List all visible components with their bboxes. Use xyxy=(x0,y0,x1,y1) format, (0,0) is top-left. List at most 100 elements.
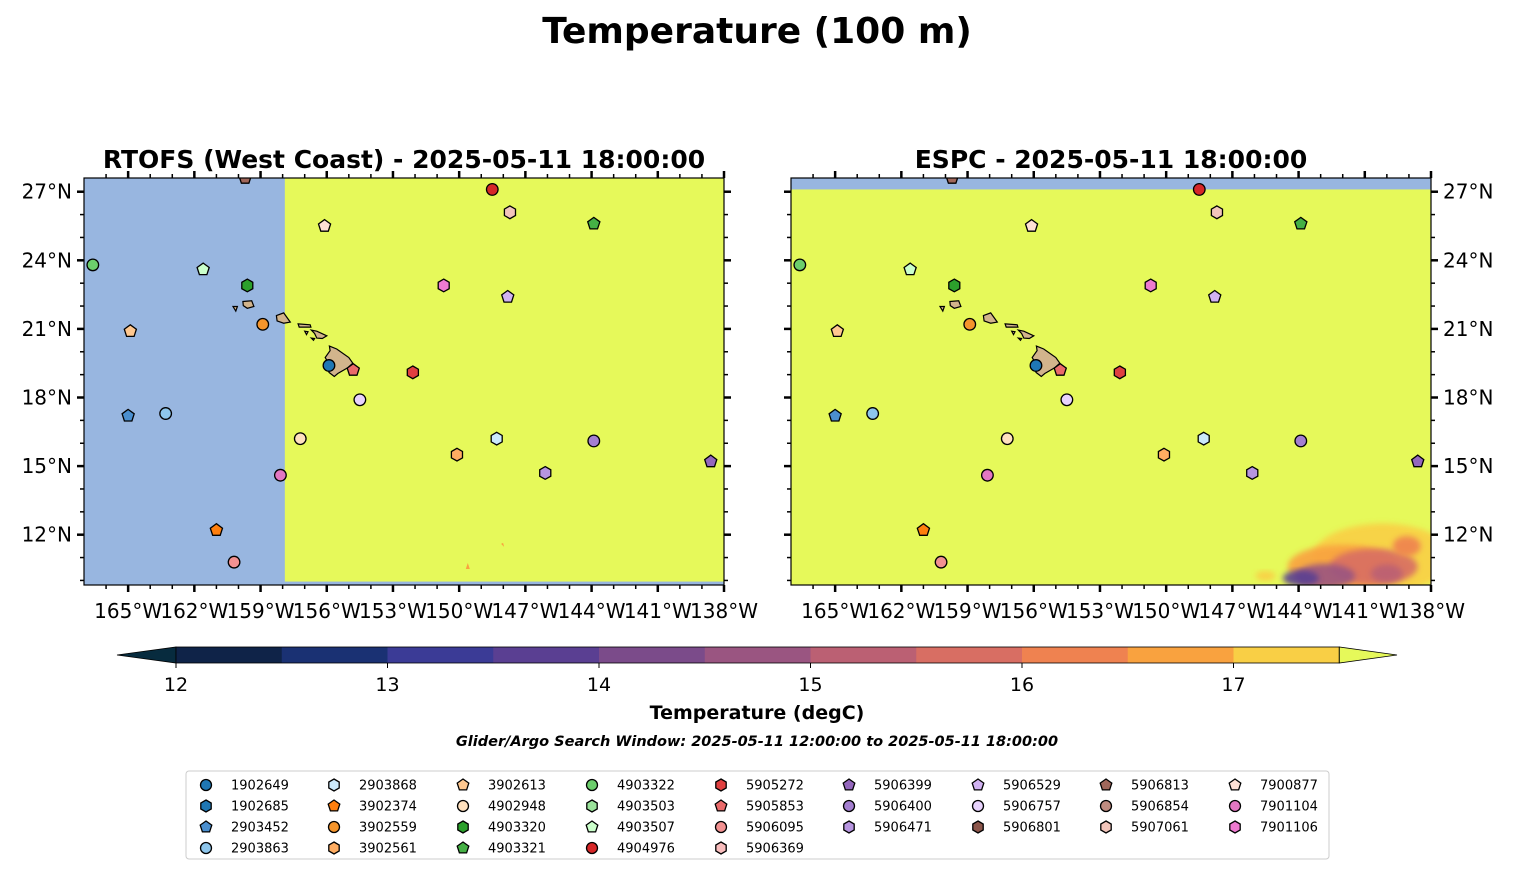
legend-item-1902685: 1902685 xyxy=(200,799,289,815)
x-tick-label: 162°W xyxy=(160,599,228,623)
float-4903321-marker xyxy=(1293,216,1308,230)
legend-label: 4903321 xyxy=(488,842,546,857)
float-5906399-marker xyxy=(703,454,718,468)
float-1902649-marker xyxy=(1029,359,1043,372)
legend-item-7901106: 7901106 xyxy=(1229,820,1318,836)
legend-item-4903320: 4903320 xyxy=(457,820,546,836)
legend-marker xyxy=(585,820,599,833)
float-4904976-marker xyxy=(1192,182,1206,196)
float-4903320-marker xyxy=(241,278,254,293)
float-4903321-marker xyxy=(586,216,601,230)
legend-item-5905272: 5905272 xyxy=(715,778,804,794)
colorbar-segments xyxy=(116,646,1398,664)
x-tick-label: 153°W xyxy=(1066,599,1134,623)
float-4904976-marker xyxy=(485,182,499,196)
oahu-island xyxy=(982,312,999,324)
x-tick-label: 165°W xyxy=(94,599,162,623)
x-tick-label: 156°W xyxy=(1000,599,1068,623)
legend-label: 5906095 xyxy=(746,821,804,836)
float-3902374-marker xyxy=(916,522,931,536)
legend-marker xyxy=(586,799,598,813)
legend-item-4903322: 4903322 xyxy=(585,779,675,794)
cool-spot xyxy=(501,542,505,547)
float-4903507-marker xyxy=(196,262,210,276)
oahu-island xyxy=(275,312,292,324)
float-5906095-marker xyxy=(934,555,948,569)
x-tick-label: 141°W xyxy=(1331,599,1399,623)
espc-markers xyxy=(793,133,1425,569)
x-tick-label: 156°W xyxy=(293,599,361,623)
float-7901106-marker xyxy=(1144,278,1157,293)
legend-label: 2903863 xyxy=(231,842,289,857)
legend-label: 7901106 xyxy=(1260,821,1318,836)
search-window-caption: Glider/Argo Search Window: 2025-05-11 12… xyxy=(456,734,1058,750)
legend-label: 4903503 xyxy=(617,800,675,815)
molokai-island xyxy=(1004,323,1019,328)
legend-item-3902561: 3902561 xyxy=(328,841,417,857)
niihau-island xyxy=(231,305,239,313)
float-5906854-marker xyxy=(856,133,868,145)
x-tick-label: 150°W xyxy=(1132,599,1200,623)
legend-item-4903321: 4903321 xyxy=(456,841,546,857)
legend-items: 1902649 1902685 2903452 2903863 2903868 39023… xyxy=(199,778,1318,857)
float-5906471-marker xyxy=(1246,465,1259,481)
legend-marker xyxy=(200,799,212,813)
float-5905272-marker xyxy=(406,365,420,380)
espc-title: ESPC - 2025-05-11 18:00:00 xyxy=(915,145,1308,174)
legend-item-2903868: 2903868 xyxy=(328,778,417,794)
legend-label: 7900877 xyxy=(1260,779,1318,794)
legend-label: 3902561 xyxy=(359,842,417,857)
legend-marker xyxy=(327,820,341,834)
colorbar-outline xyxy=(175,646,1340,664)
legend-item-4902948: 4902948 xyxy=(456,800,546,815)
float-5906400-marker xyxy=(1294,434,1308,448)
cool-water-patch xyxy=(1282,570,1319,585)
colorbar-segment xyxy=(810,647,917,663)
rtofs-title: RTOFS (West Coast) - 2025-05-11 18:00:00 xyxy=(103,145,705,174)
colorbar: 12 13 14 15 16 17 Temperature (degC) xyxy=(116,646,1398,724)
x-tick-label: 159°W xyxy=(227,599,295,623)
kauai-island xyxy=(949,300,962,309)
cool-water-patch xyxy=(1392,536,1421,557)
legend-label: 5905272 xyxy=(746,779,804,794)
legend-marker xyxy=(456,778,470,791)
float-4903320-marker xyxy=(948,278,961,293)
rtofs-field xyxy=(84,178,724,585)
y-tick-label: 15°N xyxy=(22,454,72,478)
y-tick-label: 24°N xyxy=(1443,248,1493,272)
float-2903863-marker xyxy=(866,407,880,420)
float-5906813-marker xyxy=(945,178,959,184)
legend-item-5906813: 5906813 xyxy=(1099,778,1189,794)
legend-marker xyxy=(199,841,213,855)
x-tick-label: 147°W xyxy=(1198,599,1266,623)
legend-label: 4903320 xyxy=(488,821,546,836)
legend-marker xyxy=(199,778,213,792)
float-5906854-marker xyxy=(149,133,161,145)
rtofs-markers xyxy=(86,133,718,569)
float-3902559-marker xyxy=(256,317,270,331)
float-3902613-marker xyxy=(123,323,138,338)
colorbar-tick-label: 14 xyxy=(587,674,611,696)
legend-marker xyxy=(1228,799,1242,813)
legend-item-4903503: 4903503 xyxy=(586,799,675,815)
colorbar-segment xyxy=(916,647,1023,663)
legend-marker xyxy=(843,820,855,834)
x-tick-label: 141°W xyxy=(624,599,692,623)
colorbar-segment xyxy=(704,647,811,663)
float-4903507-marker xyxy=(903,262,917,276)
float-5906757-marker xyxy=(1060,393,1074,407)
maui-island xyxy=(1016,329,1036,340)
legend-marker xyxy=(714,820,728,834)
y-tick-label: 21°N xyxy=(1443,317,1493,341)
float-3902613-marker xyxy=(830,323,845,338)
float-7901104-marker xyxy=(980,468,994,482)
legend-label: 5906529 xyxy=(1003,779,1061,794)
legend-marker xyxy=(327,799,341,812)
legend-item-7900877: 7900877 xyxy=(1228,778,1318,794)
float-2903863-marker xyxy=(159,407,173,420)
x-tick-label: 165°W xyxy=(801,599,869,623)
legend-label: 2903452 xyxy=(231,821,289,836)
legend-frame xyxy=(185,770,1330,860)
y-tick-label: 24°N xyxy=(22,248,72,272)
float-5907061-marker xyxy=(503,205,517,220)
